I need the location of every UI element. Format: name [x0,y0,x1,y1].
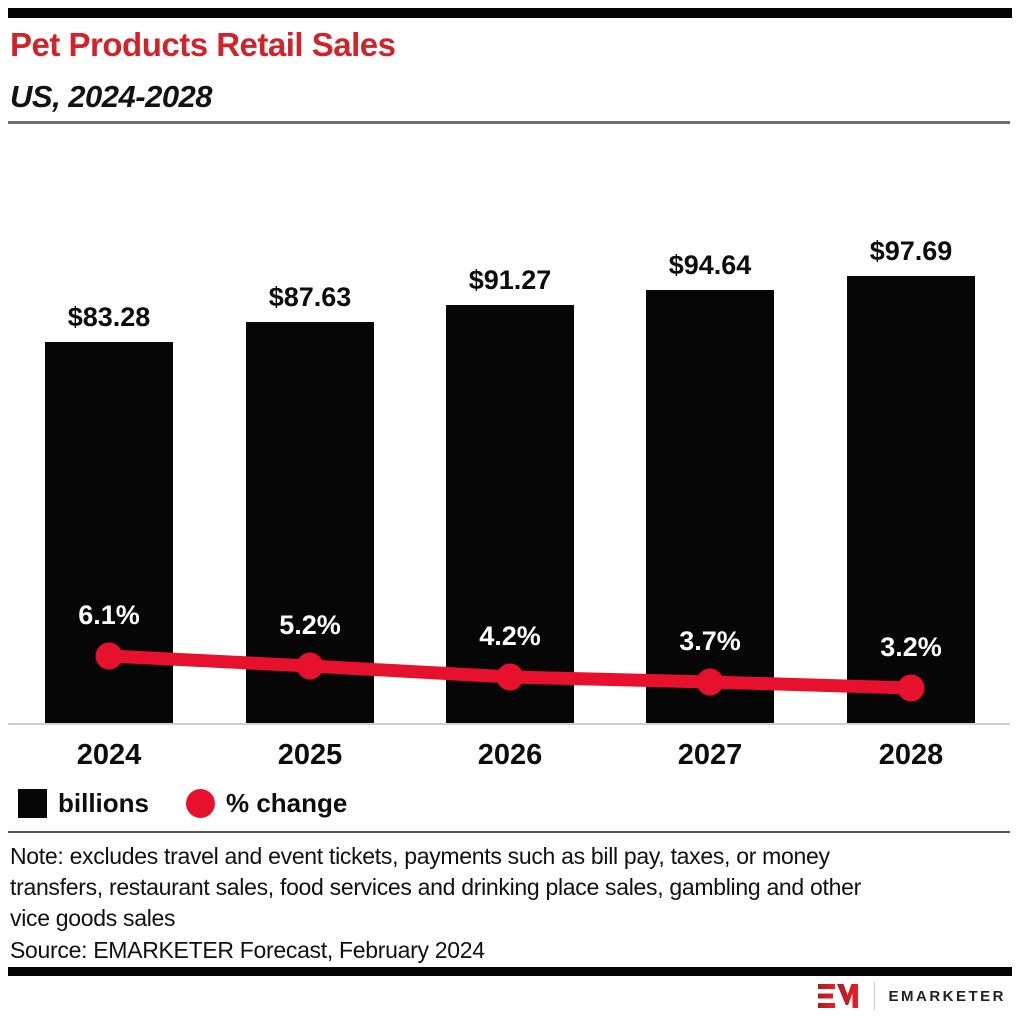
chart-subtitle: US, 2024-2028 [10,79,213,114]
bar-value-label-2026: $91.27 [468,265,552,295]
bar-2028 [847,276,975,723]
x-axis-label-2025: 2025 [277,739,343,771]
chart-source: Source: EMARKETER Forecast, February 202… [10,937,485,963]
pct-change-legend-label: % change [226,788,348,818]
billions-legend-swatch-icon [18,789,47,818]
pct-change-point-2027 [696,668,724,696]
top-accent-bar [8,8,1012,18]
bar-2027 [646,290,774,723]
bar-value-label-2028: $97.69 [869,236,953,266]
pct-change-label-2028: 3.2% [880,632,942,662]
pct-change-point-2026 [496,663,524,691]
bar-value-label-2027: $94.64 [668,250,752,280]
bar-2026 [446,305,574,723]
pct-change-label-2024: 6.1% [78,600,140,630]
legend-divider [8,831,1010,833]
x-axis-label-2028: 2028 [878,739,944,771]
chart-note: Note: excludes travel and event tickets,… [10,843,861,931]
pct-change-point-2024 [95,642,123,670]
brand-name: EMARKETER [888,987,1006,1005]
bottom-accent-bar [8,967,1012,976]
x-axis-label-2024: 2024 [76,739,142,771]
pct-change-point-2028 [897,674,925,702]
emarketer-logo-icon [818,984,859,1008]
x-axis-label-2027: 2027 [677,739,743,771]
pct-change-label-2026: 4.2% [479,621,541,651]
x-axis-label-2026: 2026 [477,739,543,771]
x-axis-line [8,723,1010,725]
pct-change-label-2027: 3.7% [679,626,741,656]
chart-title: Pet Products Retail Sales [10,26,396,63]
logo-divider [874,982,876,1010]
pct-change-legend-swatch-icon [186,789,215,818]
billions-legend-label: billions [58,788,149,818]
brand-footer: EMARKETER [818,980,1006,1012]
bar-value-label-2025: $87.63 [268,282,352,312]
pct-change-point-2025 [296,652,324,680]
chart-legend: billions % change [18,788,347,819]
header-divider [8,121,1010,124]
pct-change-label-2025: 5.2% [279,610,341,640]
bar-value-label-2024: $83.28 [67,302,151,332]
